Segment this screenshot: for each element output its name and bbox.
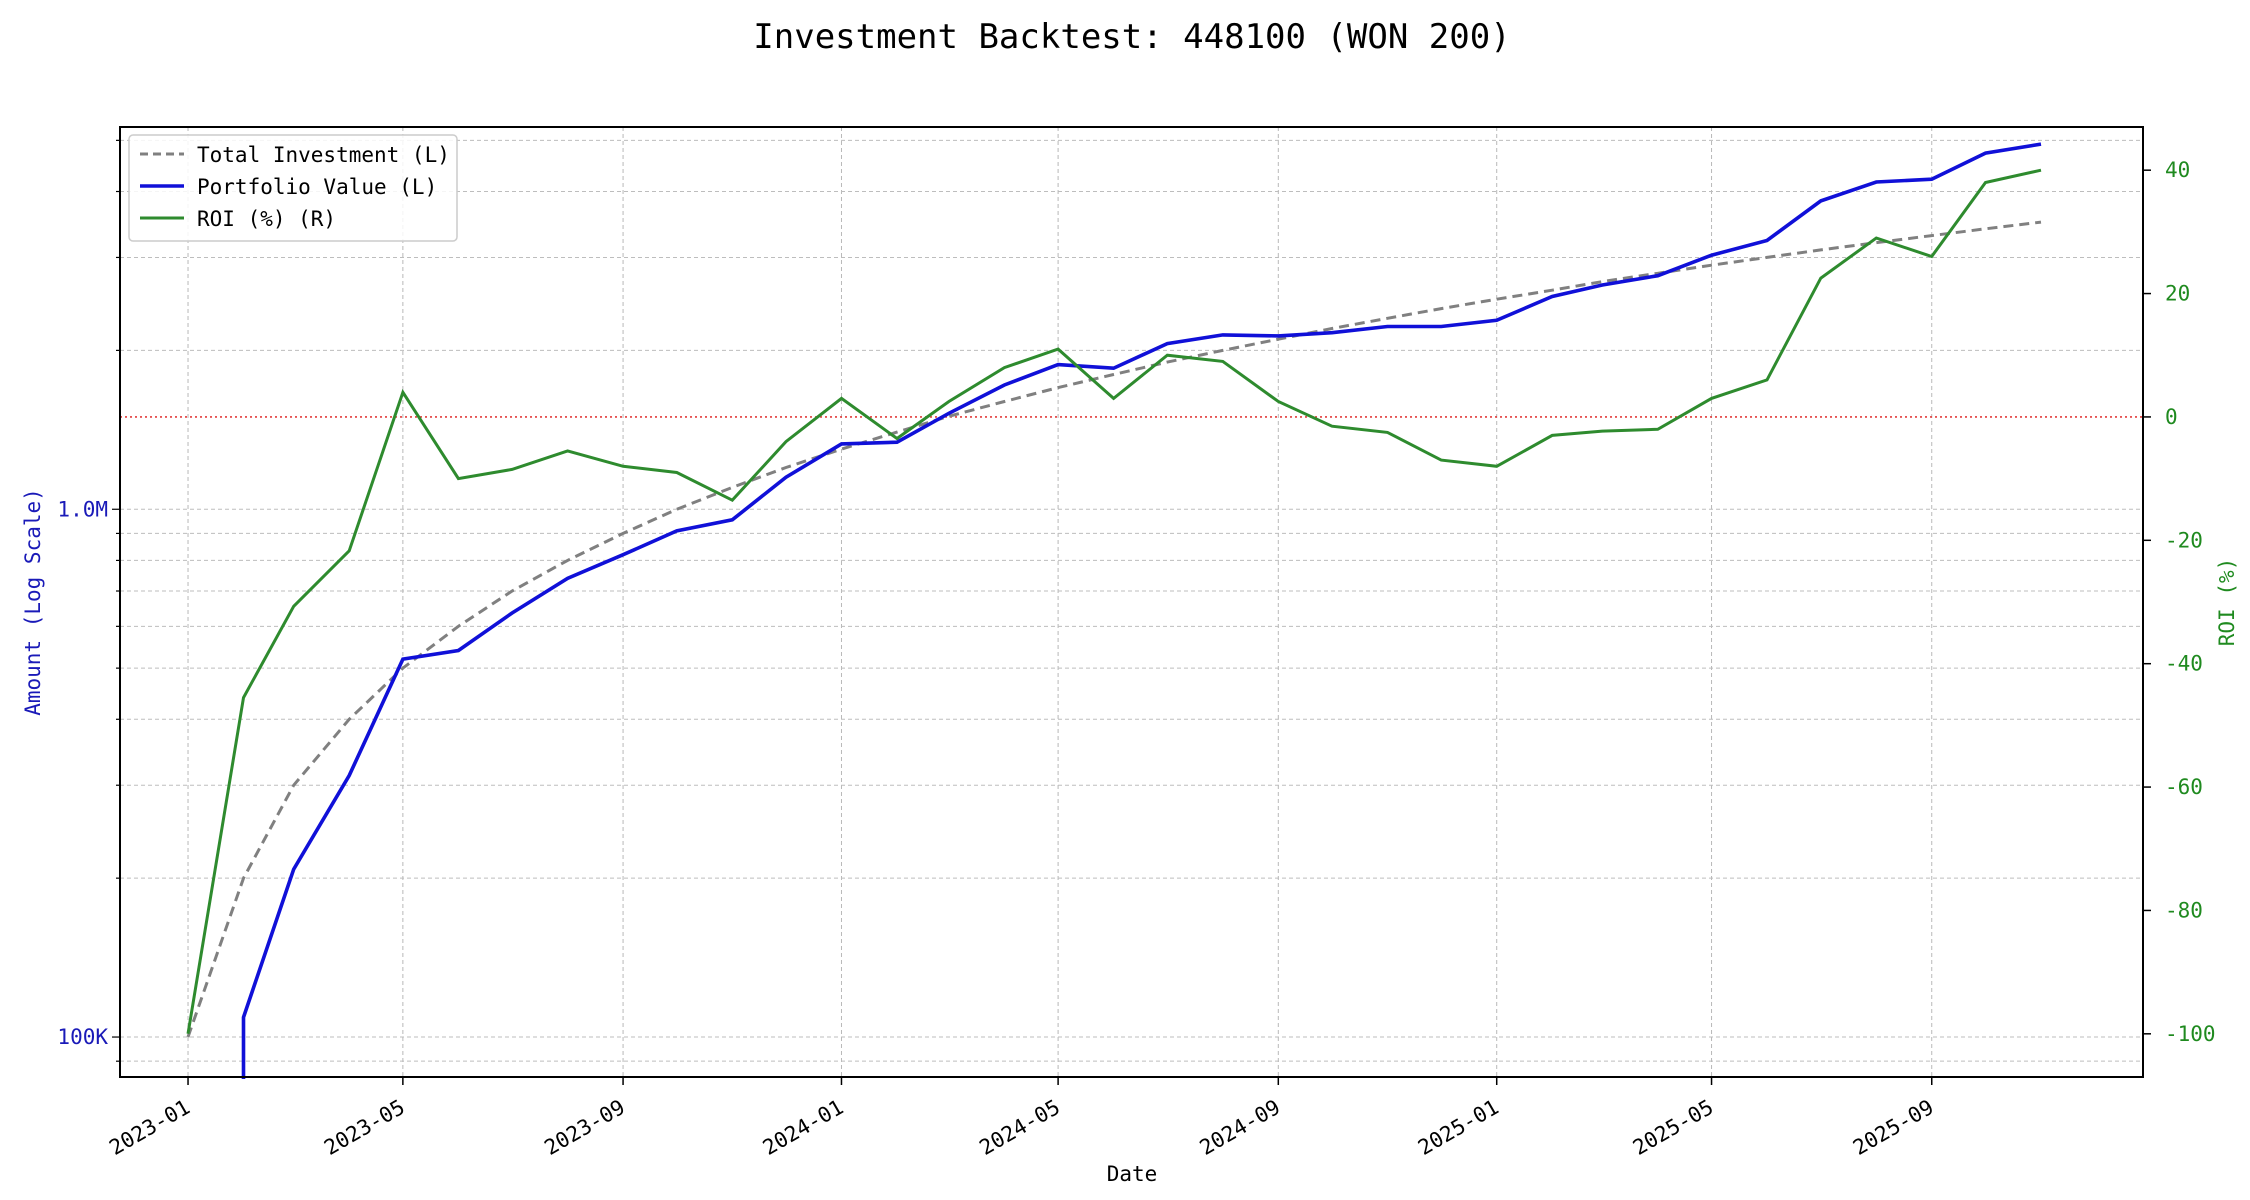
- plot-frame: [119, 126, 2144, 1078]
- right-tick-label: -40: [2165, 652, 2203, 676]
- left-axis-label: Amount (Log Scale): [21, 488, 45, 716]
- left-tick-label: 100K: [57, 1025, 108, 1049]
- right-tick-label: -80: [2165, 898, 2203, 922]
- right-tick-label: -20: [2165, 528, 2203, 552]
- right-tick-label: 40: [2165, 158, 2190, 182]
- right-tick-label: -60: [2165, 775, 2203, 799]
- legend-label-portfolio-value: Portfolio Value (L): [197, 175, 437, 199]
- legend: Total Investment (L) Portfolio Value (L)…: [128, 134, 458, 242]
- portfolio-value-line: [241, 142, 2042, 1079]
- right-tick-label: 20: [2165, 282, 2190, 306]
- legend-box: [128, 134, 458, 242]
- left-tick-label: 1.0M: [57, 497, 108, 521]
- right-tick-label: 0: [2165, 405, 2178, 429]
- right-axis-ticks: -100 -80 -60 -40 -20 0 20 40: [2143, 158, 2216, 1046]
- legend-label-total-investment: Total Investment (L): [197, 143, 450, 167]
- series-layer: [186, 142, 2042, 1079]
- right-tick-label: -100: [2165, 1022, 2216, 1046]
- legend-label-roi: ROI (%) (R): [197, 207, 336, 231]
- total-investment-line: [186, 220, 2042, 1038]
- roi-line: [186, 168, 2042, 1035]
- x-axis-label: Date: [1107, 1162, 1158, 1186]
- right-axis-label: ROI (%): [2215, 558, 2239, 647]
- chart-title: Investment Backtest: 448100 (WON 200): [753, 17, 1510, 57]
- left-axis-ticks: 100K 1.0M: [57, 139, 120, 1062]
